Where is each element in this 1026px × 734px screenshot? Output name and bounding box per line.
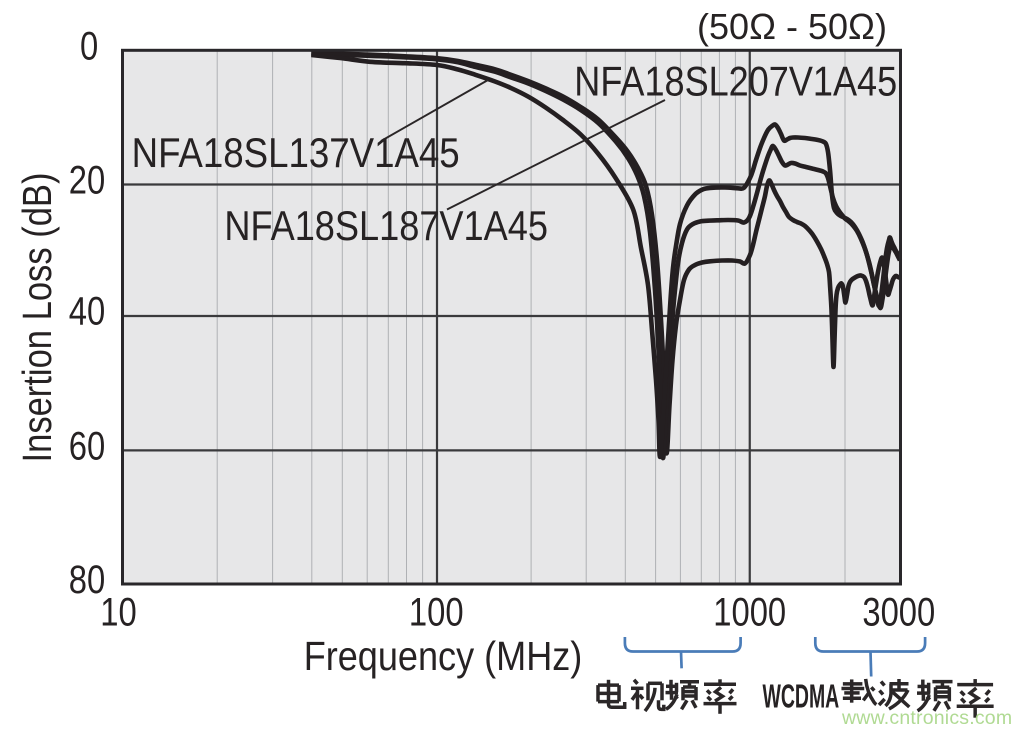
svg-text:20: 20 xyxy=(69,158,105,203)
svg-text:3000: 3000 xyxy=(862,590,935,635)
svg-text:80: 80 xyxy=(69,557,105,602)
svg-text:www.cntronics.com: www.cntronics.com xyxy=(841,707,1012,729)
svg-text:NFA18SL207V1A45: NFA18SL207V1A45 xyxy=(574,59,897,105)
svg-text:NFA18SL137V1A45: NFA18SL137V1A45 xyxy=(132,130,460,177)
svg-text:NFA18SL187V1A45: NFA18SL187V1A45 xyxy=(224,204,548,250)
svg-text:100: 100 xyxy=(409,590,464,635)
svg-text:Insertion Loss (dB): Insertion Loss (dB) xyxy=(15,173,60,463)
svg-text:40: 40 xyxy=(69,289,105,334)
svg-text:0: 0 xyxy=(80,23,98,68)
svg-text:1000: 1000 xyxy=(713,590,786,635)
svg-text:60: 60 xyxy=(69,424,105,469)
svg-text:(50Ω - 50Ω): (50Ω - 50Ω) xyxy=(697,6,887,47)
svg-text:10: 10 xyxy=(100,590,136,635)
svg-text:Frequency (MHz): Frequency (MHz) xyxy=(304,634,583,680)
svg-text:WCDMA: WCDMA xyxy=(763,677,840,715)
